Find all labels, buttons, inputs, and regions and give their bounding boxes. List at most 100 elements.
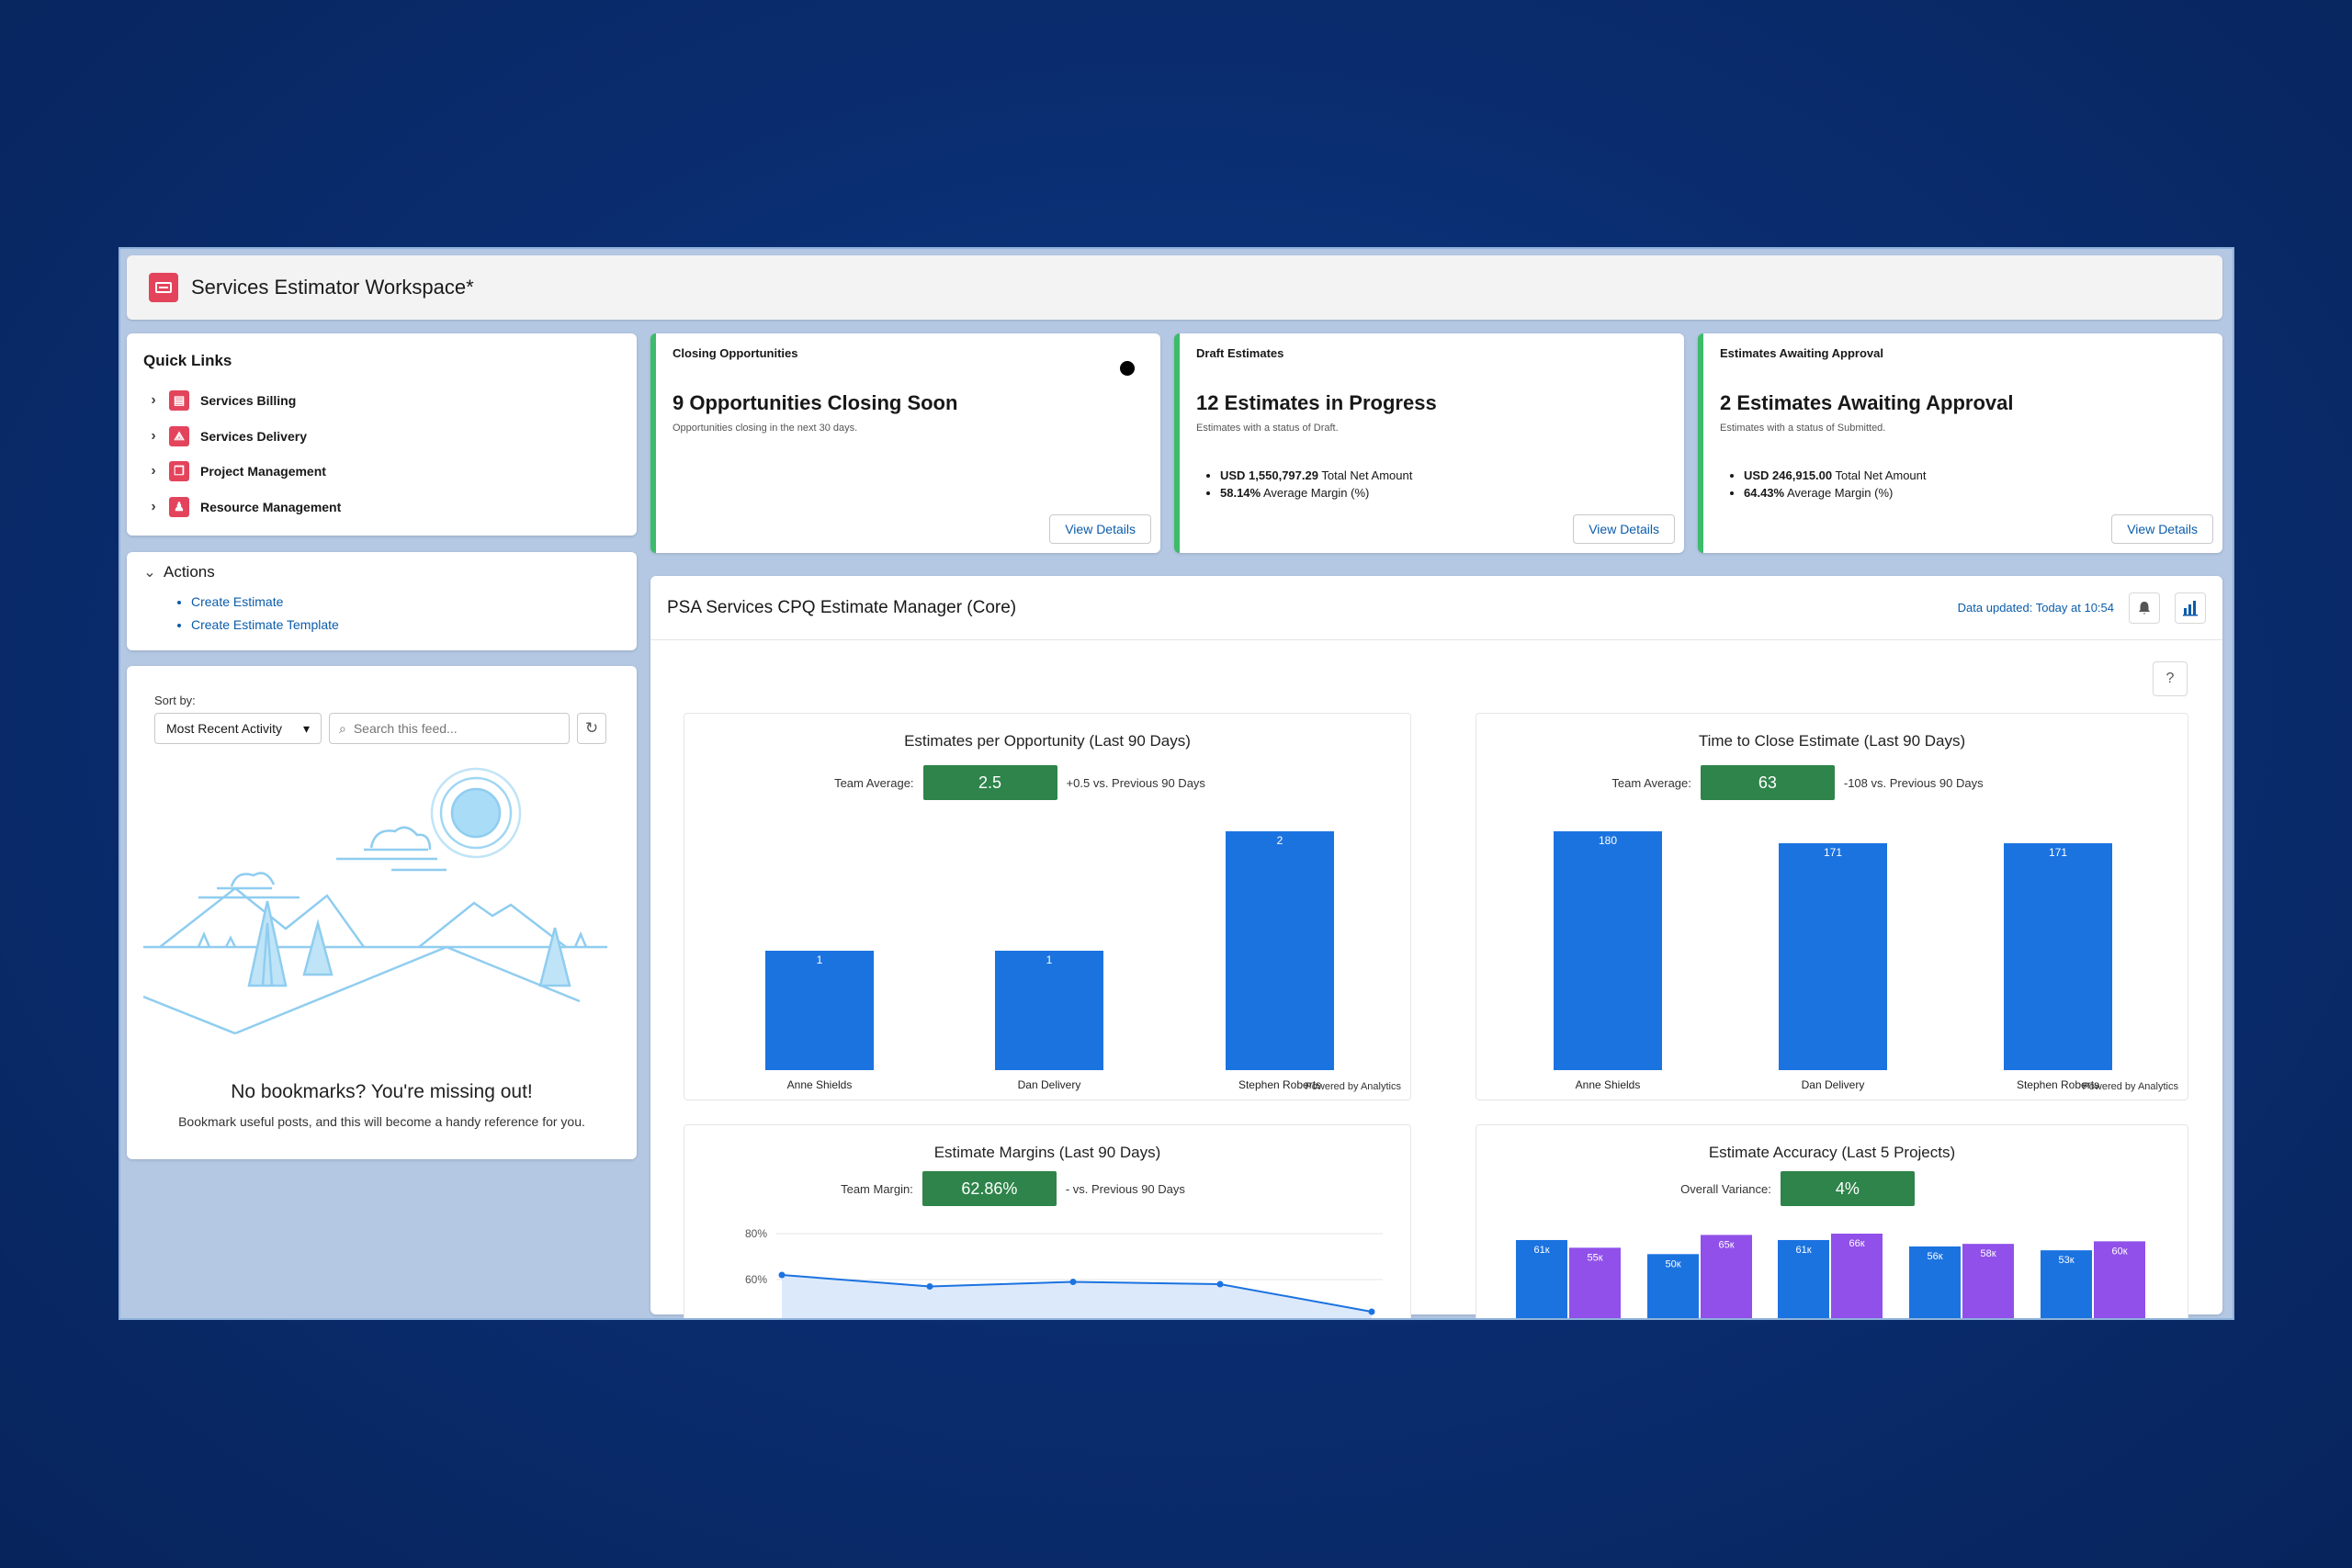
bar-chart-icon bbox=[2183, 600, 2198, 615]
line-point bbox=[926, 1283, 933, 1290]
chart-bar bbox=[1226, 831, 1334, 1070]
accuracy-bar bbox=[1569, 1247, 1621, 1318]
billing-icon: ▤ bbox=[169, 390, 189, 412]
line-point bbox=[1216, 1280, 1224, 1288]
accuracy-bar bbox=[2094, 1241, 2145, 1318]
line-point bbox=[778, 1271, 786, 1279]
view-details-button[interactable]: View Details bbox=[1573, 514, 1675, 544]
powered-by-label: Powered by Analytics bbox=[2082, 1081, 2178, 1092]
bar-value-label: 180 bbox=[1599, 834, 1617, 847]
quick-links-title: Quick Links bbox=[143, 352, 232, 369]
bar-value-label: 2 bbox=[1277, 834, 1283, 847]
quick-link-label: Services Billing bbox=[200, 393, 297, 409]
analytics-dashboard: PSA Services CPQ Estimate Manager (Core)… bbox=[650, 576, 2222, 1318]
accuracy-bar bbox=[1647, 1254, 1699, 1318]
caret-down-icon: ▾ bbox=[302, 720, 310, 736]
kpi-closing-opportunities: Closing Opportunities 9 Opportunities Cl… bbox=[650, 333, 1160, 553]
kpi-subtitle: Opportunities closing in the next 30 day… bbox=[673, 423, 858, 434]
bar-value-label: 58к bbox=[1980, 1248, 1996, 1259]
chevron-right-icon[interactable]: › bbox=[151, 463, 156, 479]
bar-value-label: 171 bbox=[2049, 846, 2067, 859]
quick-link-services-billing[interactable]: › ▤ Services Billing bbox=[143, 383, 620, 419]
stat-label: Team Average: bbox=[834, 775, 914, 790]
open-in-analytics-button[interactable] bbox=[2175, 592, 2206, 624]
sort-value: Most Recent Activity bbox=[166, 721, 283, 736]
kpi-bullet: 58.14% Average Margin (%) bbox=[1220, 484, 1668, 502]
stat-value: 63 bbox=[1700, 765, 1835, 800]
accuracy-bar bbox=[1778, 1239, 1829, 1318]
kpi-title: Draft Estimates bbox=[1196, 346, 1284, 360]
kpi-subtitle: Estimates with a status of Draft. bbox=[1196, 423, 1339, 434]
app-title: Services Estimator Workspace* bbox=[191, 276, 474, 299]
bar-value-label: 53к bbox=[2058, 1255, 2074, 1266]
bar-value-label: 65к bbox=[1718, 1239, 1734, 1250]
data-updated-text: Data updated: Today at 10:54 bbox=[1957, 601, 2114, 615]
chevron-right-icon[interactable]: › bbox=[151, 427, 156, 444]
feed-search[interactable]: ⌕ bbox=[329, 713, 570, 744]
quick-link-services-delivery[interactable]: › ⟁ Services Delivery bbox=[143, 419, 620, 455]
grouped-bar-chart: 61к 50к 61к 56к 53к 55к 65к 66к 58к 60к bbox=[1516, 1234, 2145, 1318]
stat-label: Overall Variance: bbox=[1680, 1181, 1771, 1196]
view-details-button[interactable]: View Details bbox=[1049, 514, 1151, 544]
quick-link-resource-management[interactable]: › ♟ Resource Management bbox=[143, 490, 620, 525]
stat-value: 2.5 bbox=[922, 765, 1057, 800]
stat-delta: -108 vs. Previous 90 Days bbox=[1843, 775, 1984, 790]
sort-select[interactable]: Most Recent Activity ▾ bbox=[154, 713, 322, 744]
kpi-draft-estimates: Draft Estimates 12 Estimates in Progress… bbox=[1174, 333, 1684, 553]
actions-title: Actions bbox=[164, 563, 215, 581]
chart-title: Estimates per Opportunity (Last 90 Days) bbox=[904, 732, 1191, 750]
accuracy-bar bbox=[2041, 1250, 2092, 1318]
kpi-subtitle: Estimates with a status of Submitted. bbox=[1720, 423, 1886, 434]
accuracy-bar bbox=[1962, 1244, 2014, 1318]
create-estimate-link[interactable]: Create Estimate bbox=[191, 591, 624, 614]
quick-link-project-management[interactable]: › ❐ Project Management bbox=[143, 454, 620, 490]
chevron-right-icon[interactable]: › bbox=[151, 498, 156, 514]
resource-icon: ♟ bbox=[169, 496, 189, 517]
delivery-icon: ⟁ bbox=[169, 425, 189, 446]
subscribe-button[interactable] bbox=[2129, 592, 2160, 624]
bar-chart: 1 Anne Shields 1 Dan Delivery 2 Stephen Rober… bbox=[765, 831, 1334, 1091]
chart-panel-estimate-margins: Estimate Margins (Last 90 Days) Team Mar… bbox=[684, 1124, 1411, 1318]
feed-search-input[interactable] bbox=[353, 721, 537, 736]
kpi-title: Estimates Awaiting Approval bbox=[1720, 346, 1883, 360]
chart-bar bbox=[1554, 831, 1662, 1070]
bar-value-label: 1 bbox=[1046, 953, 1053, 966]
app-icon bbox=[149, 273, 178, 302]
line-chart: 80% 60% bbox=[745, 1227, 1383, 1318]
dashboard-title: PSA Services CPQ Estimate Manager (Core) bbox=[667, 597, 1017, 617]
bell-icon bbox=[2139, 601, 2150, 614]
kpi-title: Closing Opportunities bbox=[673, 346, 798, 360]
category-label: Anne Shields bbox=[1576, 1078, 1641, 1091]
category-label: Dan Delivery bbox=[1802, 1078, 1865, 1091]
quick-link-label: Resource Management bbox=[200, 499, 342, 514]
bookmark-feed-card: Sort by: Most Recent Activity ▾ ⌕ ↻ bbox=[127, 666, 637, 1159]
empty-state-subtitle: Bookmark useful posts, and this will bec… bbox=[178, 1114, 585, 1129]
category-label: Stephen Roberts bbox=[2017, 1078, 2099, 1091]
chevron-down-icon[interactable]: ⌄ bbox=[143, 565, 156, 581]
help-button[interactable]: ? bbox=[2153, 661, 2188, 696]
accuracy-bar bbox=[1701, 1235, 1752, 1318]
empty-bookmarks-illustration bbox=[143, 767, 607, 1035]
bar-value-label: 55к bbox=[1587, 1252, 1602, 1263]
stat-value: 62.86% bbox=[922, 1171, 1057, 1206]
kpi-main-value: 2 Estimates Awaiting Approval bbox=[1720, 391, 2014, 414]
view-details-button[interactable]: View Details bbox=[2111, 514, 2213, 544]
chart-panel-estimates-per-opportunity: Estimates per Opportunity (Last 90 Days)… bbox=[684, 713, 1411, 1100]
bar-value-label: 61к bbox=[1795, 1245, 1811, 1256]
create-estimate-template-link[interactable]: Create Estimate Template bbox=[191, 614, 624, 637]
chart-title: Time to Close Estimate (Last 90 Days) bbox=[1698, 732, 1966, 750]
chevron-right-icon[interactable]: › bbox=[151, 392, 156, 409]
accuracy-bar bbox=[1831, 1234, 1883, 1318]
kpi-bullet: 64.43% Average Margin (%) bbox=[1744, 484, 2206, 502]
actions-header[interactable]: ⌄ Actions bbox=[140, 563, 624, 581]
cursor-dot bbox=[1120, 361, 1135, 376]
line-point bbox=[1069, 1279, 1077, 1285]
refresh-button[interactable]: ↻ bbox=[577, 713, 606, 744]
chart-bar bbox=[765, 951, 874, 1070]
chart-title: Estimate Accuracy (Last 5 Projects) bbox=[1708, 1144, 1956, 1161]
refresh-icon: ↻ bbox=[584, 719, 599, 737]
kpi-bullet: USD 246,915.00 Total Net Amount bbox=[1744, 467, 2206, 484]
stat-value: 4% bbox=[1780, 1171, 1915, 1206]
y-tick-label: 60% bbox=[745, 1273, 767, 1286]
line-point bbox=[1368, 1308, 1375, 1315]
